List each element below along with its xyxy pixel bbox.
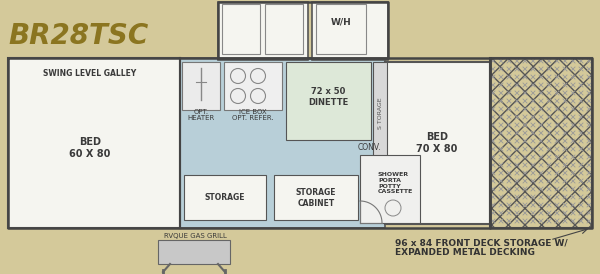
Text: BED
60 X 80: BED 60 X 80 — [70, 137, 110, 159]
Text: 72 x 50
DINETTE: 72 x 50 DINETTE — [308, 87, 348, 107]
Bar — [312, 2, 388, 60]
Text: RVQUE GAS GRILL: RVQUE GAS GRILL — [164, 233, 226, 239]
Text: SWING LEVEL GALLEY: SWING LEVEL GALLEY — [43, 70, 137, 78]
Text: BR28TSC: BR28TSC — [8, 22, 148, 50]
Bar — [360, 155, 420, 223]
Bar — [316, 4, 366, 54]
Text: ICE BOX
OPT. REFER.: ICE BOX OPT. REFER. — [232, 109, 274, 121]
Text: BED
70 X 80: BED 70 X 80 — [416, 132, 458, 154]
Bar — [490, 58, 592, 228]
Bar — [274, 175, 358, 220]
Bar — [182, 62, 220, 110]
Bar — [180, 58, 385, 228]
Bar — [8, 58, 180, 228]
Text: CONV.: CONV. — [358, 144, 382, 153]
Text: STORAGE
CABINET: STORAGE CABINET — [296, 188, 336, 208]
Bar — [385, 62, 490, 224]
Text: 96 x 84 FRONT DECK STORAGE W/
EXPANDED METAL DECKING: 96 x 84 FRONT DECK STORAGE W/ EXPANDED M… — [395, 238, 568, 257]
Text: OPT.
HEATER: OPT. HEATER — [187, 109, 215, 121]
Text: STORAGE: STORAGE — [205, 193, 245, 202]
Text: S TORAGE: S TORAGE — [377, 97, 383, 129]
Bar — [158, 240, 230, 264]
Bar — [286, 62, 371, 140]
Bar — [265, 4, 303, 54]
Bar — [224, 62, 282, 110]
Text: W/H: W/H — [331, 18, 352, 27]
Bar — [218, 2, 308, 60]
Bar — [184, 175, 266, 220]
Bar — [373, 62, 387, 170]
Bar — [222, 4, 260, 54]
Text: SHOWER
PORTA
POTTY
CASSETTE: SHOWER PORTA POTTY CASSETTE — [378, 172, 413, 194]
